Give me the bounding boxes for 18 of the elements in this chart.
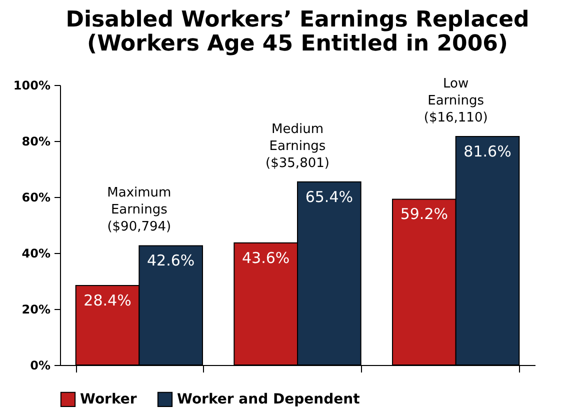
y-tick-label: 20% <box>22 302 50 316</box>
y-tick-label: 40% <box>22 246 50 260</box>
data-label: 59.2% <box>400 205 448 224</box>
data-label: 28.4% <box>84 291 132 310</box>
data-label: 81.6% <box>464 142 512 161</box>
legend-label: Worker and Dependent <box>177 391 360 408</box>
legend-label: Worker <box>80 391 137 408</box>
data-label: 65.4% <box>305 188 353 206</box>
data-label: 43.6% <box>242 248 290 267</box>
y-tick-label: 60% <box>22 190 50 204</box>
y-tick-label: 100% <box>13 78 50 92</box>
y-tick-label: 80% <box>22 134 50 148</box>
x-tick-label: Medium Earnings ($35,801) <box>266 122 330 171</box>
chart-title: Disabled Workers’ Earnings Replaced (Workers Age 45 Entitled in 2006) <box>66 8 530 57</box>
y-tick-label: 0% <box>30 358 50 372</box>
data-label: 42.6% <box>147 252 195 270</box>
x-tick-label: Low Earnings ($16,110) <box>424 76 488 126</box>
x-tick-label: Maximum Earnings ($90,794) <box>107 186 172 235</box>
